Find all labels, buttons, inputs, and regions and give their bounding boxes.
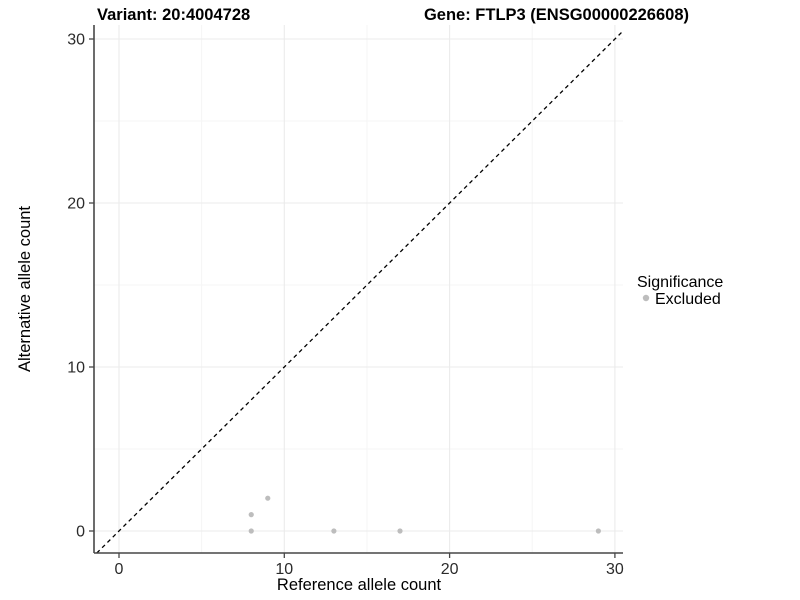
grid-major-layer (94, 25, 623, 553)
axis-layer (93, 25, 623, 554)
scatter-point (265, 495, 271, 501)
y-tick-label: 10 (67, 360, 85, 377)
scatter-point (595, 528, 601, 534)
x-tick-label: 0 (115, 561, 124, 578)
identity-line-layer (96, 30, 624, 554)
scatter-point (248, 511, 254, 518)
scatter-point (331, 528, 337, 534)
plot-title-variant: Variant: 20:4004728 (97, 6, 250, 24)
x-axis-label: Reference allele count (277, 576, 442, 594)
legend-title: Significance (637, 274, 723, 291)
plot-title-gene: Gene: FTLP3 (ENSG00000226608) (424, 6, 689, 24)
legend-item-excluded: Excluded (655, 291, 721, 308)
identity-line (96, 30, 624, 554)
x-tick-label: 20 (441, 561, 459, 578)
scatter-point (397, 528, 403, 534)
grid-minor-layer (94, 25, 623, 553)
scatter-points-layer (248, 495, 601, 534)
tick-layer: 0 10 20 30 0 10 20 30 (67, 32, 624, 579)
y-tick-label: 30 (67, 32, 85, 49)
x-tick-label: 30 (606, 561, 624, 578)
legend: Significance Excluded (637, 274, 723, 308)
y-axis-label: Alternative allele count (16, 206, 34, 372)
y-tick-label: 20 (67, 196, 85, 213)
x-tick-label: 10 (275, 561, 293, 578)
legend-marker-excluded-icon (642, 294, 650, 302)
y-tick-label: 0 (76, 524, 85, 541)
scatter-point (248, 528, 254, 534)
